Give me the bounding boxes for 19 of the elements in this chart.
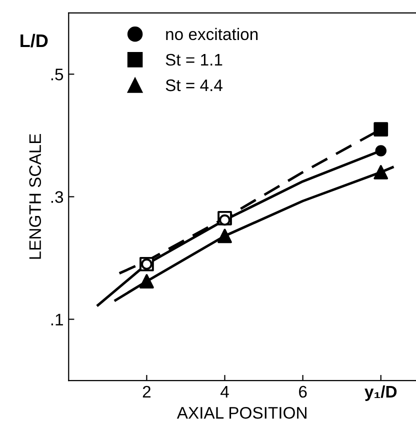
legend-label: St = 1.1 xyxy=(166,54,222,66)
legend-label: St = 4.4 xyxy=(166,79,222,92)
legend-label: no excitation xyxy=(166,28,258,40)
point xyxy=(374,122,388,137)
x-axis-title: AXIAL POSITION xyxy=(176,406,306,419)
line-series xyxy=(114,166,394,302)
x-tick-label: y₁/D xyxy=(364,385,397,401)
y-tick-label: .5 xyxy=(51,68,64,80)
y-axis-title: LENGTH SCALE xyxy=(29,134,42,259)
y-tick-label: .3 xyxy=(51,191,64,203)
point xyxy=(375,145,387,156)
x-tick-label: 6 xyxy=(299,386,307,398)
point xyxy=(218,228,232,244)
y-tick-label: .1 xyxy=(51,314,63,326)
text: L/D xyxy=(20,34,48,48)
x-tick-label: 2 xyxy=(142,386,150,398)
point xyxy=(374,165,388,180)
point xyxy=(140,274,154,288)
x-tick-label: 4 xyxy=(220,386,229,398)
